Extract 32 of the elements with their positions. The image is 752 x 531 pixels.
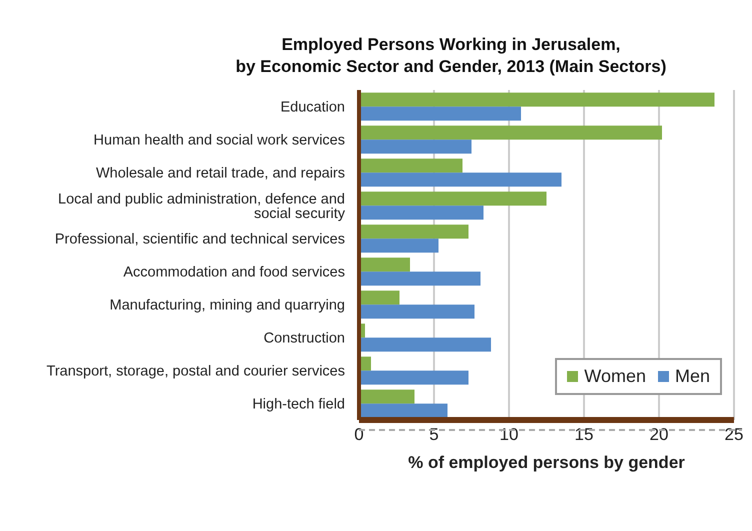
bar <box>359 126 662 140</box>
bar <box>359 272 480 286</box>
y-tick-label: High-tech field <box>252 396 345 413</box>
bar <box>359 140 472 154</box>
bar <box>359 92 714 107</box>
bar <box>359 106 521 121</box>
chart-title: Employed Persons Working in Jerusalem, by Economic Sector and Gender, 2013 (Main Sectors) <box>234 34 668 78</box>
y-tick-label: Human health and social work services <box>94 132 345 149</box>
bar <box>359 158 462 173</box>
bar <box>359 224 468 239</box>
bar <box>359 404 448 418</box>
bar <box>359 172 562 187</box>
y-tick-label: Wholesale and retail trade, and repairs <box>96 166 345 182</box>
bar <box>359 390 414 404</box>
bar <box>359 206 484 220</box>
bar <box>359 192 546 206</box>
bar <box>359 258 410 272</box>
bar <box>359 290 400 305</box>
y-tick-label: Local and public administration, defence and social security <box>58 191 346 222</box>
bar <box>359 338 491 352</box>
bar <box>359 370 468 385</box>
bar <box>359 238 438 253</box>
y-tick-label: Construction <box>264 330 345 347</box>
y-tick-label: Professional, scientific and technical services <box>54 232 345 248</box>
y-tick-label: Transport, storage, postal and courier services <box>46 364 345 380</box>
y-tick-label: Education <box>280 100 345 116</box>
y-tick-label: Accommodation and food services <box>123 264 345 281</box>
y-tick-label: Manufacturing, mining and quarrying <box>110 298 345 314</box>
legend-label: Women <box>583 366 646 387</box>
legend-label: Men <box>674 366 710 387</box>
x-axis-title: % of employed persons by gender <box>408 453 686 472</box>
bar <box>359 304 474 319</box>
